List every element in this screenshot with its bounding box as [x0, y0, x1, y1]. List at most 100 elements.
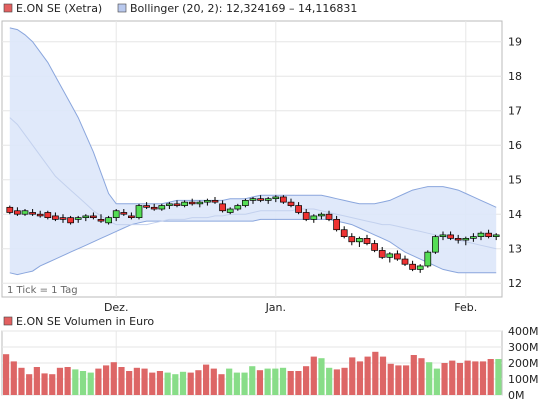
candle-body: [416, 265, 424, 270]
candle-body: [318, 213, 325, 217]
volume-tick-label: 0M: [508, 389, 525, 401]
candle-body: [363, 238, 371, 244]
legend-label-bollinger: Bollinger (20, 2): 12,324169 – 14,116831: [130, 2, 357, 15]
volume-bar: [241, 372, 248, 395]
legend-swatch-volume: [3, 316, 13, 326]
candle-body: [492, 234, 500, 237]
volume-bars: [3, 351, 502, 395]
volume-bar: [264, 368, 271, 395]
volume-bar: [210, 368, 217, 395]
candle-body: [44, 212, 52, 219]
volume-bar: [179, 371, 187, 395]
candle-body: [295, 205, 302, 213]
candle-body: [257, 198, 264, 201]
volume-bar: [203, 364, 210, 395]
legend-label-volume: E.ON SE Volumen in Euro: [16, 315, 154, 328]
volume-bar: [172, 374, 179, 395]
candle-body: [97, 219, 105, 222]
candle-body: [242, 200, 249, 206]
candle-body: [356, 238, 363, 243]
volume-bar: [387, 363, 394, 395]
volume-bar: [426, 362, 433, 395]
x-tick-label: Feb.: [454, 301, 477, 314]
candle-body: [325, 213, 333, 220]
volume-bar: [72, 369, 79, 395]
volume-bar: [310, 356, 317, 395]
candle-body: [371, 243, 378, 251]
legend-label-eon: E.ON SE (Xetra): [16, 2, 102, 15]
price-tick-label: 18: [508, 70, 522, 83]
candle-body: [348, 236, 356, 243]
candle-body: [90, 215, 97, 219]
candle-body: [264, 198, 272, 201]
bollinger-fill: [9, 27, 497, 275]
volume-bar: [333, 369, 340, 395]
volume-tick-label: 400M: [508, 325, 539, 338]
bollinger-middle: [9, 117, 497, 250]
volume-bar: [218, 374, 225, 395]
candle-body: [386, 253, 394, 258]
candle-body: [188, 201, 196, 205]
candle-body: [14, 210, 21, 215]
candle-body: [447, 234, 454, 239]
candle-body: [477, 232, 485, 237]
x-axis: Dez. Jan. Feb.: [104, 301, 477, 314]
volume-bar: [410, 355, 417, 395]
candle-body: [52, 215, 59, 220]
volume-bar: [479, 361, 487, 395]
candle-body: [158, 205, 166, 210]
candle-body: [59, 217, 67, 220]
volume-bar: [487, 359, 494, 395]
candle-body: [432, 236, 439, 253]
candle-body: [36, 213, 44, 217]
volume-bar: [141, 368, 148, 395]
candle-body: [485, 232, 492, 237]
price-tick-label: 15: [508, 174, 522, 187]
volume-bar: [456, 363, 464, 395]
candle-body: [128, 215, 135, 219]
candle-body: [454, 238, 462, 241]
candle-body: [29, 212, 36, 215]
candle-body: [21, 210, 29, 215]
volume-bar: [449, 360, 456, 395]
candle-body: [204, 200, 211, 203]
volume-bar: [95, 368, 102, 395]
price-tick-label: 13: [508, 243, 522, 256]
volume-bar: [126, 371, 133, 395]
candle-body: [249, 198, 257, 201]
volume-bar: [372, 351, 379, 395]
volume-bar: [349, 357, 356, 395]
candle-body: [333, 219, 340, 231]
volume-bar: [33, 367, 40, 395]
volume-bar: [379, 356, 387, 395]
volume-bar: [341, 367, 348, 395]
volume-tick-label: 200M: [508, 357, 539, 370]
candle-body: [401, 258, 409, 265]
candle-body: [409, 263, 416, 270]
candle-body: [6, 206, 14, 213]
volume-bar: [3, 354, 10, 395]
price-tick-label: 16: [508, 139, 522, 152]
volume-bar: [287, 371, 294, 395]
candle-body: [120, 212, 128, 215]
candle-body: [166, 203, 173, 206]
volume-bar: [326, 367, 333, 395]
volume-bar: [356, 361, 364, 395]
candle-body: [74, 217, 82, 220]
x-tick-label: Dez.: [104, 301, 129, 314]
candle-body: [424, 251, 432, 267]
volume-bar: [233, 372, 240, 395]
candle-body: [211, 200, 219, 203]
volume-bar: [164, 372, 171, 395]
volume-bar: [472, 361, 479, 395]
volume-bar: [64, 367, 71, 395]
volume-bar: [133, 367, 140, 395]
legend-swatch-bollinger: [117, 3, 127, 13]
volume-bar: [49, 374, 56, 395]
candle-body: [394, 253, 401, 260]
candle-body: [112, 210, 120, 219]
candle-body: [150, 206, 158, 210]
volume-bar: [418, 358, 425, 395]
candle-body: [181, 201, 188, 206]
